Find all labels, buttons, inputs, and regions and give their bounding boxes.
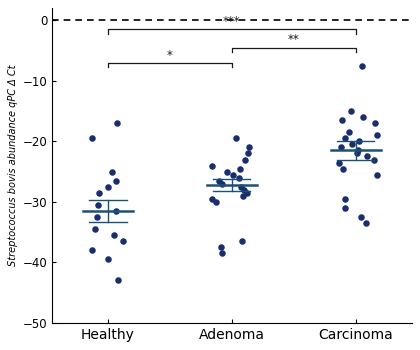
Point <box>371 157 378 162</box>
Point <box>213 199 219 205</box>
Point <box>245 145 252 150</box>
Text: ***: *** <box>223 15 241 28</box>
Point <box>218 244 224 250</box>
Point <box>364 154 370 159</box>
Point <box>95 202 102 208</box>
Point <box>109 169 116 174</box>
Point <box>362 220 369 226</box>
Point <box>209 196 216 202</box>
Point <box>241 187 247 192</box>
Point <box>341 135 348 141</box>
Point <box>245 150 252 156</box>
Point <box>341 196 348 202</box>
Point <box>223 169 230 174</box>
Point <box>209 163 216 168</box>
Point <box>353 150 360 156</box>
Point <box>215 178 222 183</box>
Point <box>240 193 247 198</box>
Point <box>113 120 120 126</box>
Point <box>356 139 363 144</box>
Point <box>89 135 96 141</box>
Point <box>335 160 342 165</box>
Point <box>358 214 365 220</box>
Point <box>339 117 345 123</box>
Point <box>373 172 380 177</box>
Point <box>236 166 243 172</box>
Point <box>359 63 365 69</box>
Point <box>229 172 236 177</box>
Point <box>239 238 246 244</box>
Point <box>347 108 354 114</box>
Point <box>373 133 380 138</box>
Point <box>105 257 112 262</box>
Point <box>115 278 121 283</box>
Point <box>232 135 239 141</box>
Point <box>235 175 242 181</box>
Point <box>105 184 111 190</box>
Point <box>96 190 102 196</box>
Point <box>360 114 366 120</box>
Point <box>243 190 250 196</box>
Point <box>89 247 95 253</box>
Point <box>341 205 348 211</box>
Point <box>113 178 119 183</box>
Point <box>340 166 346 172</box>
Text: **: ** <box>288 34 300 47</box>
Point <box>349 142 355 147</box>
Point <box>219 181 226 187</box>
Point <box>372 120 379 126</box>
Point <box>113 208 120 214</box>
Point <box>218 251 225 256</box>
Point <box>94 214 101 220</box>
Text: *: * <box>167 49 173 62</box>
Point <box>110 232 117 238</box>
Point <box>119 238 126 244</box>
Point <box>346 130 353 135</box>
Point <box>337 145 344 150</box>
Point <box>238 184 244 190</box>
Point <box>91 226 98 232</box>
Y-axis label: Streptococcus bovis abundance qPC Δ Ct: Streptococcus bovis abundance qPC Δ Ct <box>8 65 18 266</box>
Point <box>242 157 249 162</box>
Point <box>354 148 361 153</box>
